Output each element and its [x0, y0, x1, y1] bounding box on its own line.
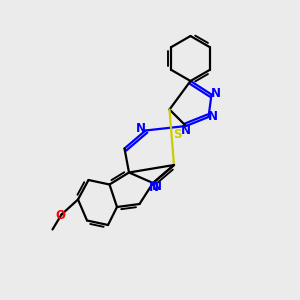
Text: O: O [55, 209, 65, 222]
Text: N: N [136, 122, 146, 135]
Text: N: N [210, 87, 220, 101]
Text: N: N [149, 181, 159, 194]
Text: N: N [181, 124, 191, 137]
Text: S: S [173, 128, 182, 141]
Text: N: N [207, 110, 218, 124]
Text: N: N [152, 180, 162, 194]
